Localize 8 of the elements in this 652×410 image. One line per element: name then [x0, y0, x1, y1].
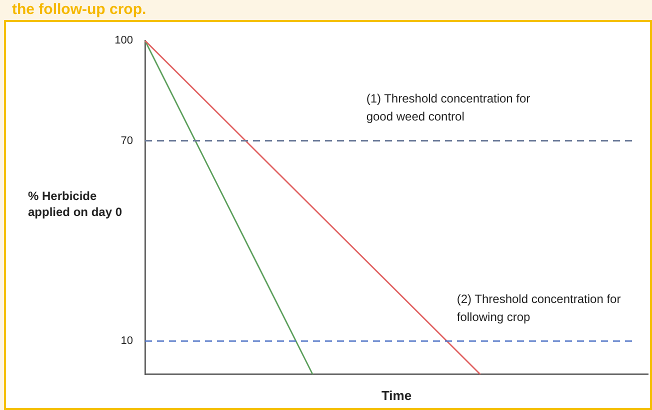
y-tick-label: 10 — [120, 335, 133, 348]
ref-line-label: (2) Threshold concentration for following crop — [456, 292, 621, 324]
y-tick-label: 70 — [120, 134, 133, 147]
y-axis-title: % Herbicide applied on day 0 — [28, 188, 124, 220]
y-tick-label: 100 — [114, 34, 133, 47]
x-axis-title: Time — [381, 388, 412, 403]
chart-title: the follow-up crop. — [12, 1, 146, 18]
ref-line-label: (1) Threshold concentration for good weed control — [366, 92, 530, 124]
